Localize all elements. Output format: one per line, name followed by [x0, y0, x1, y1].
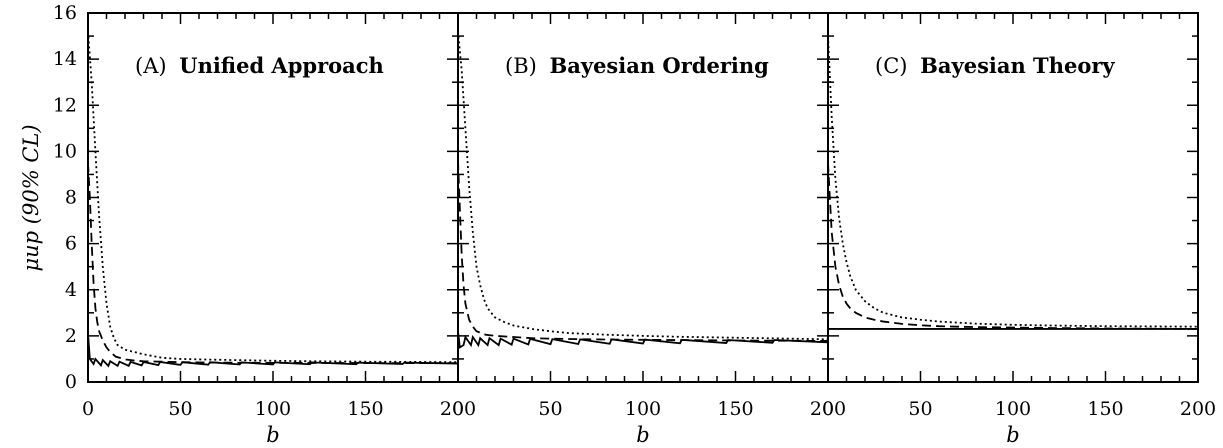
panel-title: (A) Unified Approach	[135, 53, 384, 78]
y-tick-label: 8	[65, 187, 77, 209]
x-axis-title: b	[266, 423, 279, 447]
series-dotted-line	[827, 36, 1199, 328]
y-tick-label: 4	[65, 279, 77, 301]
panel-name: Unified Approach	[179, 53, 384, 78]
x-tick-label: 50	[538, 398, 562, 420]
x-tick-labels: 0 50 100 150 200	[822, 398, 1216, 420]
y-tick-label: 14	[53, 48, 77, 70]
x-tick-label: 200	[1180, 398, 1216, 420]
x-tick-label: 100	[625, 398, 661, 420]
panel-title: (C) Bayesian Theory	[875, 53, 1115, 78]
y-tick-label: 12	[53, 94, 77, 116]
series-dotted-line	[457, 31, 829, 341]
x-tick-label: 0	[452, 398, 464, 420]
x-tick-label: 200	[810, 398, 846, 420]
panel-title: (B) Bayesian Ordering	[505, 53, 769, 78]
series-dashed-line	[87, 162, 458, 364]
x-tick-label: 50	[908, 398, 932, 420]
y-tick-label: 2	[65, 325, 77, 347]
y-tick-label: 10	[53, 140, 77, 162]
x-tick-labels: 0 50 100 150 200	[82, 398, 476, 420]
x-tick-label: 100	[995, 398, 1031, 420]
y-tick-label: 16	[53, 2, 77, 24]
panel-bayesian-ordering: 0 50 100 150 200 (B) Bayesian Ordering b	[452, 12, 846, 447]
panel-label: (B)	[505, 54, 537, 78]
series-dashed-line	[457, 160, 829, 342]
panel-unified-approach: 0 50 100 150 200 (A) Unified Approach b	[82, 12, 476, 447]
x-tick-label: 0	[822, 398, 834, 420]
x-axis-title: b	[636, 423, 649, 447]
panel-name: Bayesian Ordering	[550, 53, 770, 78]
x-tick-label: 150	[347, 398, 383, 420]
series-dashed-line	[827, 162, 1199, 330]
panel-ticks	[827, 12, 1199, 383]
x-tick-labels: 0 50 100 150 200	[452, 398, 846, 420]
panel-ticks	[457, 12, 829, 383]
x-tick-label: 200	[440, 398, 476, 420]
y-tick-labels: 0 2 4 6 8 10 12 14 16	[53, 2, 77, 393]
x-axis-title: b	[1006, 423, 1019, 447]
series-solid-line	[457, 331, 829, 349]
x-tick-label: 50	[168, 398, 192, 420]
x-tick-label: 0	[82, 398, 94, 420]
panel-name: Bayesian Theory	[920, 53, 1115, 78]
series-group	[457, 31, 829, 349]
y-tick-label: 6	[65, 233, 77, 255]
series-solid-line	[87, 333, 459, 368]
panel-bayesian-theory: 0 50 100 150 200 (C) Bayesian Theory b	[822, 12, 1216, 447]
series-dotted-line	[87, 31, 459, 364]
panel-label: (C)	[875, 54, 907, 78]
x-tick-label: 100	[255, 398, 291, 420]
series-group	[827, 36, 1199, 330]
panel-label: (A)	[135, 54, 167, 78]
x-tick-label: 150	[1087, 398, 1123, 420]
y-axis-title: μup (90% CL)	[19, 124, 43, 271]
series-group	[87, 31, 459, 368]
x-tick-label: 150	[717, 398, 753, 420]
y-tick-label: 0	[65, 371, 77, 393]
